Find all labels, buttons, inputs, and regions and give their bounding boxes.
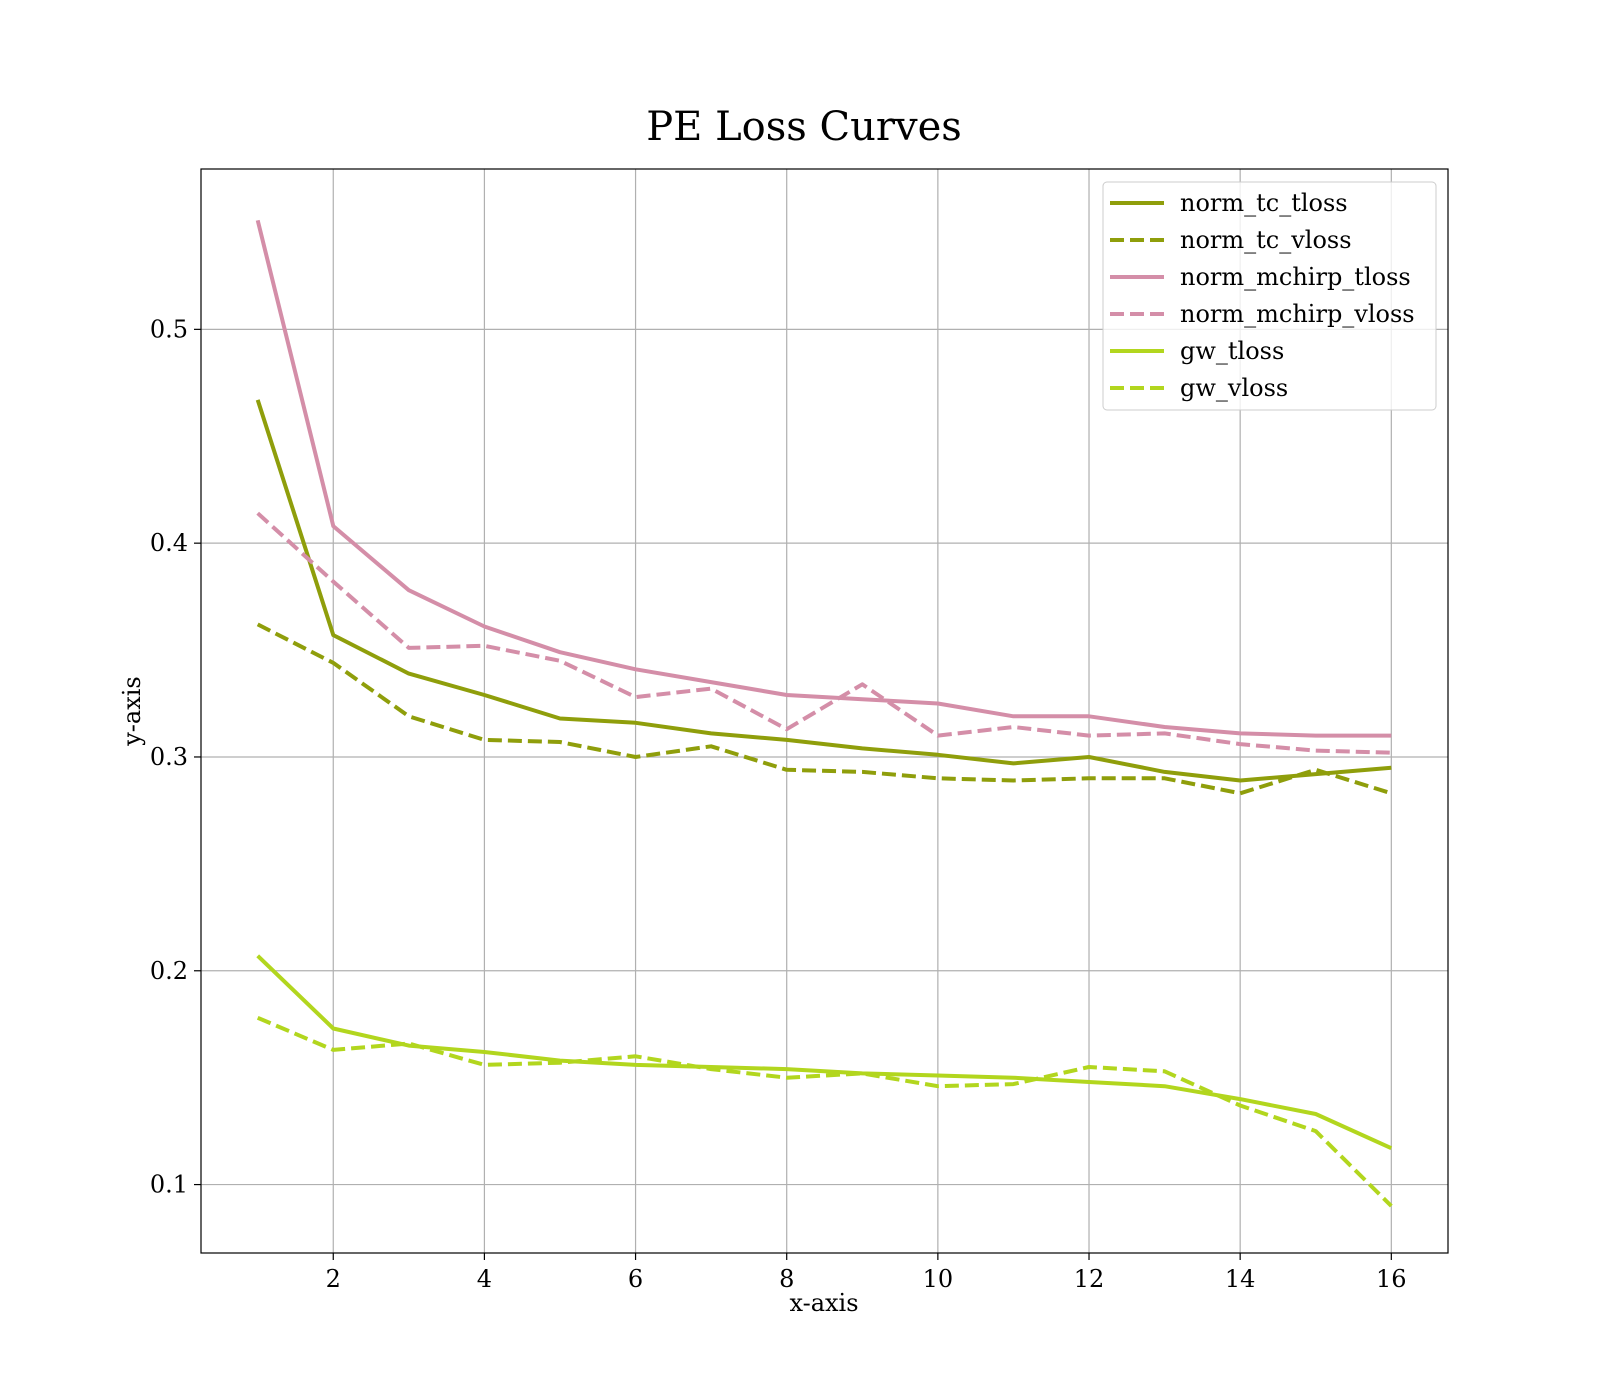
x-tick-label: 16	[1376, 1265, 1407, 1293]
x-tick-label: 12	[1074, 1265, 1105, 1293]
x-tick-label: 14	[1225, 1265, 1256, 1293]
y-axis-label: y-axis	[118, 676, 146, 747]
series-line-gw-tloss	[256, 954, 1393, 1151]
x-tick-label: 10	[923, 1265, 954, 1293]
legend-label: norm_tc_vloss	[1180, 226, 1352, 254]
series-line-norm-tc-vloss	[256, 622, 1392, 796]
chart-title: PE Loss Curves	[646, 104, 962, 150]
plot-frame	[200, 168, 1449, 1254]
y-tick-label: 0.2	[150, 957, 188, 985]
series-line-gw-vloss	[256, 1015, 1393, 1208]
x-tick-label: 6	[628, 1265, 643, 1293]
legend-label: gw_vloss	[1180, 374, 1288, 402]
legend-box	[1102, 181, 1437, 411]
series-line-norm-tc-tloss	[255, 399, 1392, 783]
legend: norm_tc_tloss norm_tc_vloss norm_mchirp_tl…	[1102, 181, 1437, 411]
y-tick-label: 0.1	[150, 1171, 188, 1199]
x-tick-label: 4	[477, 1265, 492, 1293]
y-tick-label: 0.3	[150, 743, 188, 771]
x-tick-label: 8	[779, 1265, 794, 1293]
series-line-norm-mchirp-tloss	[255, 219, 1392, 738]
x-axis-label: x-axis	[789, 1289, 858, 1317]
legend-label: norm_mchirp_tloss	[1180, 263, 1411, 291]
legend-label: gw_tloss	[1180, 337, 1284, 365]
y-tick-label: 0.5	[150, 315, 188, 343]
legend-label: norm_tc_tloss	[1180, 189, 1348, 217]
series-lines	[255, 219, 1393, 1208]
y-tick-label: 0.4	[150, 529, 188, 557]
x-tick-label: 2	[326, 1265, 341, 1293]
axis-ticks: 2 4 6 8 10 12 14 16 0.1 0.2 0.3 0.4 0.5	[150, 315, 1407, 1293]
legend-label: norm_mchirp_vloss	[1180, 300, 1415, 328]
series-line-norm-mchirp-vloss	[256, 511, 1392, 755]
